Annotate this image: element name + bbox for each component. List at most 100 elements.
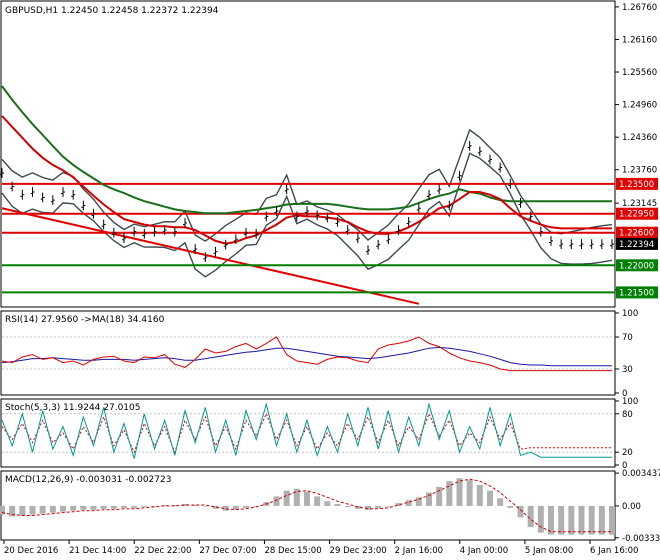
macd-bar bbox=[9, 505, 16, 517]
macd-bar bbox=[90, 505, 97, 510]
stoch-panel bbox=[1, 402, 614, 459]
macd-bar bbox=[100, 505, 107, 509]
rsi-y-tick-label: 0 bbox=[622, 389, 627, 399]
level-label-1.21500: 1.21500 bbox=[619, 288, 654, 298]
macd-y-tick-label: 0.003437 bbox=[622, 469, 660, 479]
rsi-title: RSI(14) 27.9560 ->MA(18) 34.4160 bbox=[5, 315, 165, 325]
stoch-title: Stoch(5,3,3) 11.9244 27.0105 bbox=[5, 403, 140, 413]
rsi-ma-line bbox=[1, 346, 612, 367]
stoch-k-line bbox=[1, 402, 612, 459]
macd-bar bbox=[344, 505, 351, 507]
price-y-tick-label: 1.26760 bbox=[622, 3, 657, 13]
macd-bar bbox=[446, 481, 453, 506]
macd-bar bbox=[548, 505, 554, 535]
macd-bar bbox=[588, 505, 595, 535]
stoch-y-tick-label: 0 bbox=[622, 461, 627, 471]
price-panel bbox=[0, 85, 615, 305]
level-label-1.22600: 1.22600 bbox=[619, 229, 654, 239]
macd-bar bbox=[517, 505, 524, 518]
macd-bar bbox=[293, 488, 300, 506]
macd-bar bbox=[80, 505, 87, 510]
stoch-y-tick-label: 100 bbox=[622, 397, 638, 407]
macd-bar bbox=[60, 505, 66, 512]
level-label-1.22950: 1.22950 bbox=[619, 210, 654, 220]
current-price-label: 1.22394 bbox=[619, 240, 654, 250]
upper-band-line bbox=[1, 128, 613, 242]
macd-y-tick-label: -0.003336 bbox=[622, 534, 660, 544]
rsi-y-tick-label: 30 bbox=[622, 365, 633, 375]
macd-y-tick-label: 0.00 bbox=[622, 502, 641, 512]
time-tick-label: 4 Jan 00:00 bbox=[460, 546, 508, 556]
time-tick-label: 20 Dec 2016 bbox=[4, 546, 58, 556]
macd-bar bbox=[537, 505, 544, 533]
time-tick-label: 22 Dec 22:00 bbox=[134, 546, 191, 556]
level-tag-1.22950 bbox=[616, 207, 658, 220]
macd-bar bbox=[49, 505, 56, 513]
macd-bar bbox=[121, 505, 127, 508]
macd-bar bbox=[395, 503, 402, 506]
descending-trendline bbox=[1, 207, 420, 305]
current-price-tag bbox=[616, 237, 658, 250]
macd-panel bbox=[0, 478, 615, 535]
macd-bar bbox=[578, 505, 585, 535]
stoch-d-line bbox=[1, 412, 612, 454]
macd-bar bbox=[436, 486, 443, 506]
level-tag-1.22600 bbox=[616, 226, 658, 239]
rsi-panel-frame bbox=[0, 310, 616, 396]
macd-bar bbox=[151, 505, 158, 507]
level-label-1.23500: 1.23500 bbox=[619, 180, 654, 190]
macd-bar bbox=[232, 505, 239, 510]
macd-bar bbox=[426, 492, 432, 506]
price-y-tick-label: 1.24360 bbox=[622, 133, 657, 143]
macd-bar bbox=[0, 505, 5, 515]
macd-bar bbox=[283, 490, 290, 506]
level-tag-1.23500 bbox=[616, 177, 658, 190]
macd-bar bbox=[110, 505, 117, 509]
macd-bar bbox=[70, 505, 77, 511]
macd-bar bbox=[365, 505, 371, 510]
macd-bar bbox=[405, 500, 412, 506]
macd-bar bbox=[598, 505, 605, 535]
macd-bar bbox=[182, 504, 188, 506]
axes: 1.26760 1.26160 1.25560 1.24960 1.24360 1.237… bbox=[3, 3, 660, 556]
macd-bar bbox=[324, 501, 331, 506]
macd-bar bbox=[527, 505, 534, 527]
macd-bar bbox=[497, 498, 504, 506]
time-tick-label: 5 Jan 08:00 bbox=[525, 546, 573, 556]
time-tick-label: 28 Dec 15:00 bbox=[264, 546, 321, 556]
time-tick-label: 2 Jan 16:00 bbox=[395, 546, 443, 556]
macd-signal-line bbox=[1, 478, 612, 533]
macd-bar bbox=[334, 504, 341, 506]
level-tag-1.21500 bbox=[616, 286, 658, 299]
time-tick-label: 29 Dec 23:00 bbox=[330, 546, 387, 556]
macd-bar bbox=[568, 505, 575, 535]
macd-bar bbox=[212, 505, 219, 509]
macd-bar bbox=[558, 505, 565, 535]
macd-bar bbox=[131, 505, 138, 508]
macd-bar bbox=[19, 505, 26, 516]
macd-bar bbox=[29, 505, 36, 515]
macd-bar bbox=[161, 504, 168, 506]
stoch-y-tick-label: 80 bbox=[622, 410, 633, 420]
macd-bar bbox=[476, 484, 483, 506]
macd-bar bbox=[253, 505, 260, 507]
macd-bar bbox=[171, 504, 178, 506]
macd-bar bbox=[415, 497, 422, 506]
level-tag-1.22000 bbox=[616, 259, 658, 272]
price-title: GBPUSD,H1 1.22450 1.22458 1.22372 1.2239… bbox=[5, 6, 219, 16]
macd-bar bbox=[202, 505, 209, 507]
macd-bar bbox=[192, 504, 199, 506]
rsi-panel bbox=[1, 336, 614, 372]
level-label-1.22000: 1.22000 bbox=[619, 261, 654, 271]
macd-bar bbox=[456, 478, 463, 506]
price-y-tick-label: 1.23145 bbox=[622, 199, 657, 209]
macd-bar bbox=[385, 505, 392, 507]
time-tick-label: 27 Dec 07:00 bbox=[199, 546, 256, 556]
price-y-tick-label: 1.24960 bbox=[622, 101, 657, 111]
macd-bar bbox=[222, 505, 229, 511]
macd-bar bbox=[314, 496, 321, 506]
macd-bar bbox=[375, 505, 382, 508]
price-y-tick-label: 1.25560 bbox=[622, 68, 657, 78]
macd-bar bbox=[141, 505, 148, 507]
